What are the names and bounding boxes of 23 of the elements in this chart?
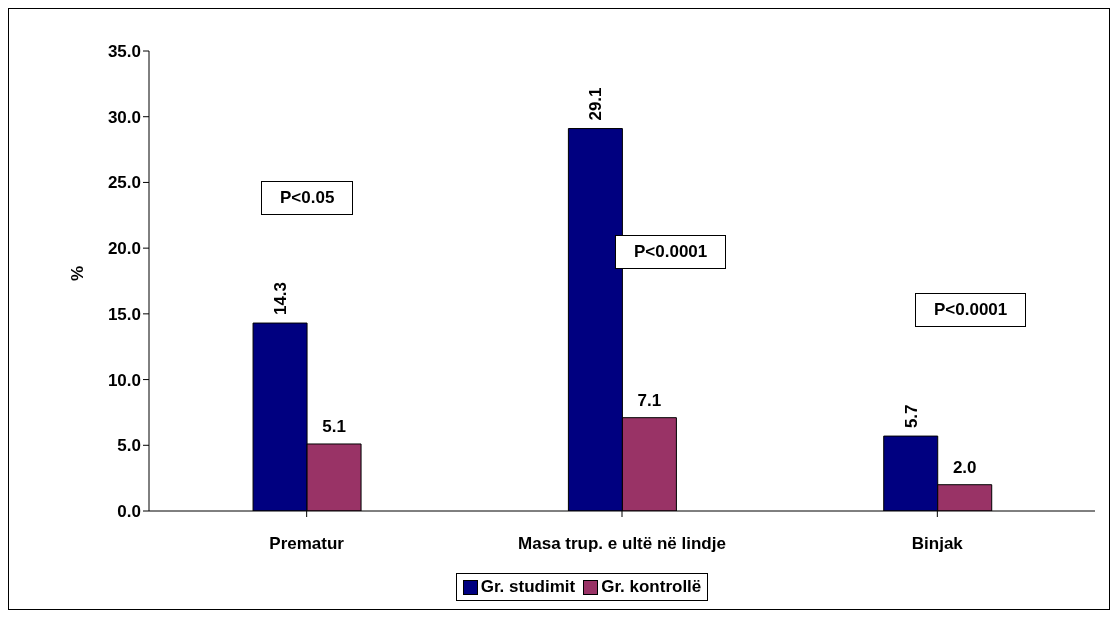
data-label: 29.1: [586, 87, 606, 121]
data-label: 7.1: [637, 390, 662, 410]
data-label: 5.7: [901, 404, 921, 429]
x-tick-label: Binjak: [911, 534, 964, 554]
annotation: P<0.0001: [915, 293, 1027, 327]
y-tick-label: 10.0: [107, 370, 141, 390]
data-label: 14.3: [271, 281, 291, 316]
y-tick-label: 25.0: [107, 173, 141, 193]
data-label: 5.1: [322, 416, 346, 436]
annotation: P<0.0001: [615, 235, 727, 269]
y-axis-title: %: [68, 265, 88, 281]
data-label: 2.0: [952, 457, 977, 477]
x-tick-label: Prematur: [269, 534, 345, 554]
y-tick-label: 0.0: [117, 502, 141, 522]
legend-label: Gr. kontrollë: [600, 577, 702, 597]
y-tick-label: 20.0: [107, 239, 141, 259]
legend-label: Gr. studimit: [479, 577, 576, 597]
y-tick-label: 30.0: [107, 107, 141, 127]
y-tick-label: 35.0: [107, 42, 141, 62]
y-tick-label: 15.0: [107, 304, 141, 324]
x-tick-label: Masa trup. e ultë në lindje: [518, 534, 726, 554]
annotation: P<0.05: [261, 181, 354, 215]
y-tick-label: 5.0: [117, 436, 141, 456]
